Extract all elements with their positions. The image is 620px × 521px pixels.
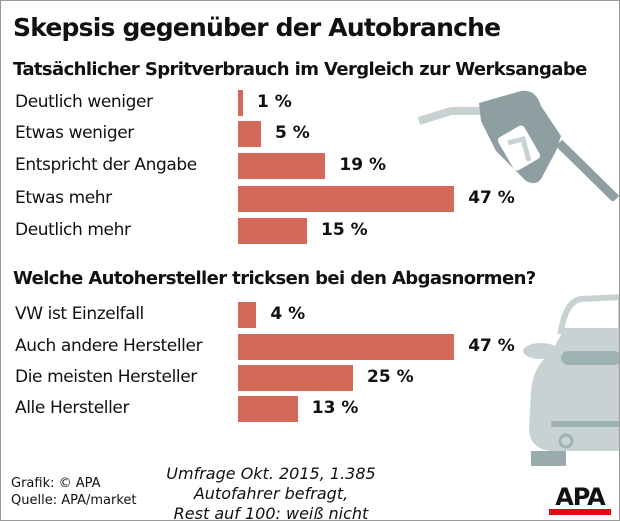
value-label: 47 %: [468, 188, 515, 208]
category-label: Etwas weniger: [15, 123, 134, 143]
bar: [238, 302, 257, 328]
value-label: 25 %: [367, 367, 414, 387]
bar: [238, 218, 307, 244]
source: Quelle: APA/market: [11, 493, 137, 508]
value-label: 19 %: [339, 155, 386, 175]
value-label: 5 %: [275, 123, 310, 143]
survey-note: Umfrage Okt. 2015, 1.385 Autofahrer befr…: [121, 464, 421, 521]
value-label: 15 %: [321, 220, 368, 240]
chart-2-title: Welche Autohersteller tricksen bei den A…: [13, 268, 536, 289]
note-line-2: Rest auf 100: weiß nicht: [173, 504, 369, 521]
value-label: 47 %: [468, 336, 515, 356]
bar: [238, 396, 298, 422]
value-label: 4 %: [270, 304, 306, 324]
bar: [238, 153, 326, 179]
apa-logo: APA: [549, 485, 611, 515]
credit: Grafik: © APA: [11, 476, 101, 491]
chart-1-title: Tatsächlicher Spritverbrauch im Vergleic…: [13, 59, 587, 80]
note-line-1: Umfrage Okt. 2015, 1.385 Autofahrer befr…: [166, 464, 376, 503]
car-icon: [523, 294, 619, 466]
category-label: Etwas mehr: [15, 188, 112, 208]
category-label: Alle Hersteller: [15, 398, 130, 418]
category-label: VW ist Einzelfall: [15, 304, 144, 324]
bar: [238, 90, 243, 116]
category-label: Deutlich mehr: [15, 220, 131, 240]
category-label: Deutlich weniger: [15, 92, 153, 112]
category-label: Auch andere Hersteller: [15, 336, 203, 356]
bar: [238, 186, 455, 212]
category-label: Entspricht der Angabe: [15, 155, 197, 175]
bar: [238, 365, 353, 391]
value-label: 1 %: [257, 92, 292, 112]
chart-title: Skepsis gegenüber der Autobranche: [13, 13, 501, 42]
bar: [238, 121, 261, 147]
fuel-nozzle-icon: [417, 90, 619, 201]
category-label: Die meisten Hersteller: [15, 367, 197, 387]
bar: [238, 334, 455, 360]
value-label: 13 %: [311, 398, 359, 418]
